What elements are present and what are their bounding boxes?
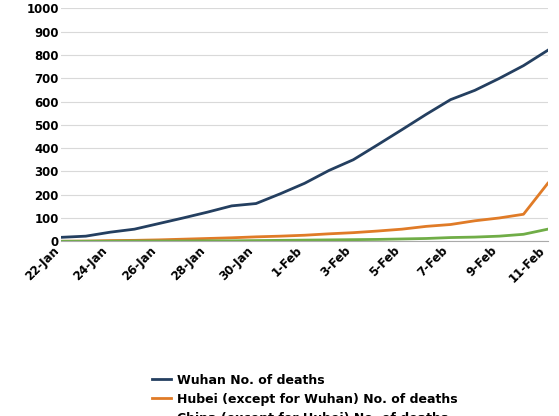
Legend: Wuhan No. of deaths, Hubei (except for Wuhan) No. of deaths, China (except for H: Wuhan No. of deaths, Hubei (except for W… (147, 369, 462, 416)
